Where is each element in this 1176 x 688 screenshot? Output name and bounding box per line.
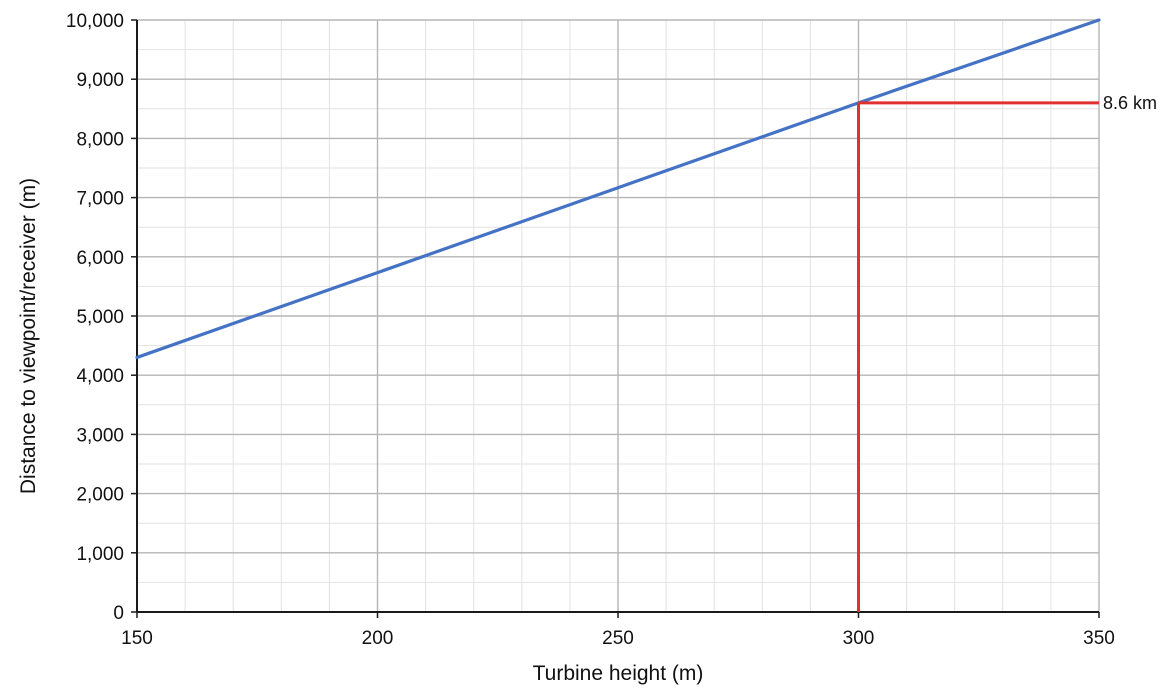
x-axis-title: Turbine height (m) bbox=[533, 662, 704, 685]
series-layer bbox=[135, 18, 1101, 360]
x-tick-label: 150 bbox=[121, 628, 153, 649]
y-tick-label: 9,000 bbox=[76, 70, 124, 91]
y-tick-label: 10,000 bbox=[66, 11, 124, 32]
y-tick-label: 0 bbox=[113, 603, 124, 624]
y-tick-label: 3,000 bbox=[76, 425, 124, 446]
y-tick-label: 6,000 bbox=[76, 248, 124, 269]
annotation-label: 8.6 km bbox=[1103, 93, 1157, 113]
y-tick-label: 1,000 bbox=[76, 544, 124, 565]
y-tick-label: 7,000 bbox=[76, 189, 124, 210]
annotation-layer: 8.6 km bbox=[857, 93, 1157, 612]
y-tick-label: 8,000 bbox=[76, 129, 124, 150]
x-tick-labels: 150 200 250 300 350 bbox=[121, 628, 1115, 649]
y-tick-label: 5,000 bbox=[76, 307, 124, 328]
y-tick-labels: 0 1,000 2,000 3,000 4,000 5,000 6,000 7,000 8,00… bbox=[66, 11, 124, 624]
y-axis-title: Distance to viewpoint/receiver (m) bbox=[17, 178, 40, 494]
x-tick-label: 300 bbox=[843, 628, 875, 649]
axes bbox=[131, 19, 1100, 618]
x-tick-label: 200 bbox=[362, 628, 394, 649]
y-tick-label: 2,000 bbox=[76, 485, 124, 506]
y-tick-label: 4,000 bbox=[76, 366, 124, 387]
x-tick-label: 350 bbox=[1083, 628, 1115, 649]
series-line bbox=[135, 18, 1101, 360]
x-tick-label: 250 bbox=[602, 628, 634, 649]
